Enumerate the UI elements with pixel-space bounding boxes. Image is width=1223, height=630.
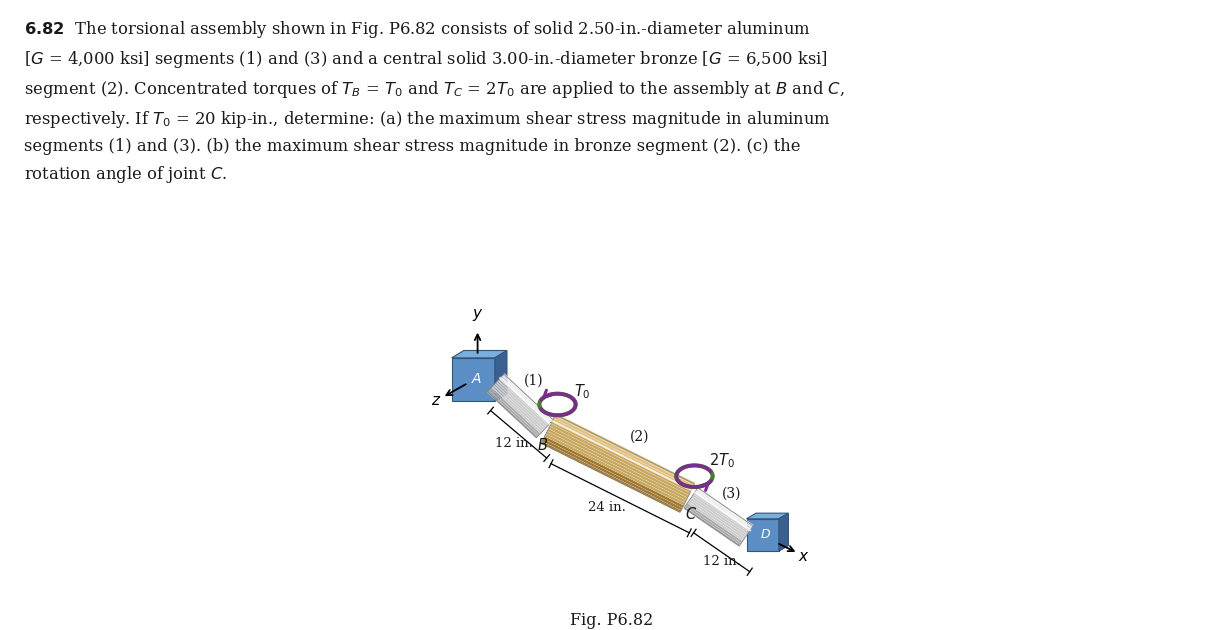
Text: (3): (3) <box>722 487 741 501</box>
Polygon shape <box>686 503 742 543</box>
Polygon shape <box>499 378 549 425</box>
Polygon shape <box>500 377 550 424</box>
Polygon shape <box>692 495 748 534</box>
Text: $T_0$: $T_0$ <box>574 382 591 401</box>
Text: $C$: $C$ <box>685 507 697 522</box>
Polygon shape <box>493 384 543 432</box>
Text: (1): (1) <box>525 374 544 388</box>
Text: $D$: $D$ <box>759 528 770 541</box>
Text: $B$: $B$ <box>537 437 548 453</box>
Polygon shape <box>495 381 547 428</box>
Polygon shape <box>451 358 495 401</box>
Polygon shape <box>554 416 693 488</box>
Text: $x$: $x$ <box>797 549 810 564</box>
Polygon shape <box>779 513 789 551</box>
Polygon shape <box>552 421 691 493</box>
Text: 12 in.: 12 in. <box>703 555 741 568</box>
Polygon shape <box>693 493 750 532</box>
Polygon shape <box>543 437 684 508</box>
Polygon shape <box>494 383 545 430</box>
Polygon shape <box>746 518 779 551</box>
Polygon shape <box>555 414 695 485</box>
Polygon shape <box>541 442 681 513</box>
Text: $y$: $y$ <box>472 307 483 323</box>
Polygon shape <box>547 429 687 500</box>
Polygon shape <box>550 424 690 495</box>
Polygon shape <box>545 432 686 503</box>
Text: Fig. P6.82: Fig. P6.82 <box>570 612 653 629</box>
Polygon shape <box>685 505 741 545</box>
Polygon shape <box>487 391 537 438</box>
Polygon shape <box>696 489 752 529</box>
Text: $2T_0$: $2T_0$ <box>708 451 735 470</box>
Polygon shape <box>684 507 740 547</box>
Polygon shape <box>504 374 554 421</box>
Polygon shape <box>548 427 689 498</box>
Polygon shape <box>498 380 548 427</box>
Polygon shape <box>488 389 539 437</box>
Polygon shape <box>542 439 682 510</box>
Text: $A$: $A$ <box>471 372 483 386</box>
Text: $z$: $z$ <box>430 394 442 408</box>
Polygon shape <box>553 419 692 490</box>
Polygon shape <box>746 513 789 518</box>
Polygon shape <box>544 434 685 505</box>
Polygon shape <box>489 388 541 435</box>
Polygon shape <box>687 501 744 541</box>
Polygon shape <box>695 491 751 530</box>
Polygon shape <box>451 350 508 358</box>
Polygon shape <box>495 350 508 401</box>
Text: 24 in.: 24 in. <box>588 501 626 514</box>
Polygon shape <box>689 500 745 539</box>
Polygon shape <box>697 487 753 527</box>
Polygon shape <box>690 498 746 537</box>
Polygon shape <box>691 496 747 536</box>
Text: $\mathbf{6.82}$  The torsional assembly shown in Fig. P6.82 consists of solid 2.: $\mathbf{6.82}$ The torsional assembly s… <box>24 20 845 185</box>
Polygon shape <box>501 375 553 422</box>
Text: (2): (2) <box>630 430 649 444</box>
Polygon shape <box>492 386 542 433</box>
Text: 12 in.: 12 in. <box>495 437 533 450</box>
